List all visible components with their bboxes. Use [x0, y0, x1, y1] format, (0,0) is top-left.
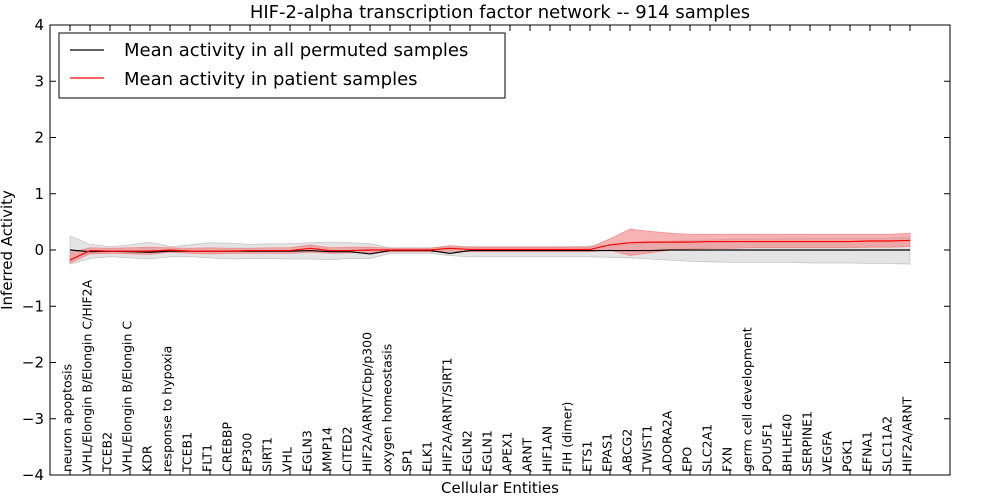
- x-tick-label: FLT1: [200, 444, 215, 472]
- x-tick-label: EGLN3: [300, 430, 315, 472]
- y-tick-label: 4: [34, 16, 44, 34]
- x-tick-label: SLC11A2: [880, 416, 895, 472]
- legend: Mean activity in all permuted samples Me…: [58, 32, 506, 99]
- y-tick-label: −1: [22, 297, 44, 315]
- x-tick-label: SP1: [400, 449, 415, 472]
- x-tick-label: VHL/Elongin B/Elongin C: [120, 321, 135, 472]
- x-tick-label: TCEB1: [180, 432, 195, 473]
- x-tick-label: FIH (dimer): [560, 402, 575, 472]
- x-tick-label: ARNT: [520, 437, 535, 472]
- x-tick-label: PGK1: [840, 439, 855, 472]
- x-tick-label: TWIST1: [640, 425, 655, 473]
- x-tick-label: ETS1: [580, 441, 595, 472]
- x-tick-label: EGLN2: [460, 430, 475, 472]
- y-tick-label: 1: [34, 185, 44, 203]
- y-tick-label: 2: [34, 129, 44, 147]
- y-tick-label: 0: [34, 241, 44, 259]
- x-tick-label: neuron apoptosis: [60, 364, 75, 472]
- chart-title: HIF-2-alpha transcription factor network…: [250, 2, 750, 23]
- x-tick-label: response to hypoxia: [160, 346, 175, 472]
- x-tick-label: TCEB2: [100, 432, 115, 473]
- x-tick-label: CREBBP: [220, 422, 235, 472]
- y-tick-label: −4: [22, 466, 44, 484]
- x-tick-label: EFNA1: [860, 431, 875, 472]
- x-tick-label: FXN: [720, 447, 735, 472]
- y-axis-label: Inferred Activity: [0, 190, 16, 310]
- x-axis-ticks: neuron apoptosis VHL/Elongin B/Elongin C/…: [60, 25, 915, 475]
- x-tick-label: oxygen homeostasis: [380, 344, 395, 472]
- x-tick-label: ABCG2: [620, 429, 635, 472]
- x-tick-label: SLC2A1: [700, 424, 715, 472]
- x-tick-label: HIF2A/ARNT/SIRT1: [440, 358, 455, 472]
- x-tick-label: MMP14: [320, 427, 335, 472]
- x-tick-label: CITED2: [340, 426, 355, 472]
- x-tick-label: POU5F1: [760, 422, 775, 472]
- x-tick-label: EGLN1: [480, 430, 495, 472]
- x-tick-label: ADORA2A: [660, 410, 675, 472]
- y-axis-ticks: −4 −3 −2 −1 0 1 2 3 4: [22, 16, 950, 484]
- x-tick-label: HIF2A/ARNT/Cbp/p300: [360, 332, 375, 472]
- x-tick-label: VEGFA: [820, 431, 835, 472]
- series-lines: [69, 239, 911, 261]
- line-series-1: [69, 239, 911, 261]
- x-tick-label: APEX1: [500, 431, 515, 472]
- x-tick-label: SIRT1: [260, 437, 275, 472]
- x-tick-label: KDR: [140, 445, 155, 472]
- x-tick-label: EPAS1: [600, 433, 615, 472]
- x-tick-label: germ cell development: [740, 327, 755, 472]
- plot-frame: [49, 24, 951, 476]
- y-tick-label: 3: [34, 72, 44, 90]
- y-tick-label: −3: [22, 410, 44, 428]
- x-tick-label: VHL: [280, 447, 295, 472]
- x-tick-label: HIF1AN: [540, 426, 555, 472]
- band-series-1: [69, 228, 911, 264]
- x-tick-label: ELK1: [420, 441, 435, 472]
- x-tick-label: HIF2A/ARNT: [900, 396, 915, 472]
- x-tick-label: BHLHE40: [780, 414, 795, 472]
- x-tick-label: EP300: [240, 433, 255, 472]
- y-tick-label: −2: [22, 354, 44, 372]
- legend-label-permuted: Mean activity in all permuted samples: [124, 40, 468, 61]
- x-tick-label: VHL/Elongin B/Elongin C/HIF2A: [80, 279, 95, 472]
- x-tick-label: SERPINE1: [800, 411, 815, 472]
- legend-label-patient: Mean activity in patient samples: [124, 69, 418, 90]
- legend-box: [58, 32, 506, 99]
- x-tick-label: EPO: [680, 447, 695, 472]
- x-axis-label: Cellular Entities: [441, 479, 559, 497]
